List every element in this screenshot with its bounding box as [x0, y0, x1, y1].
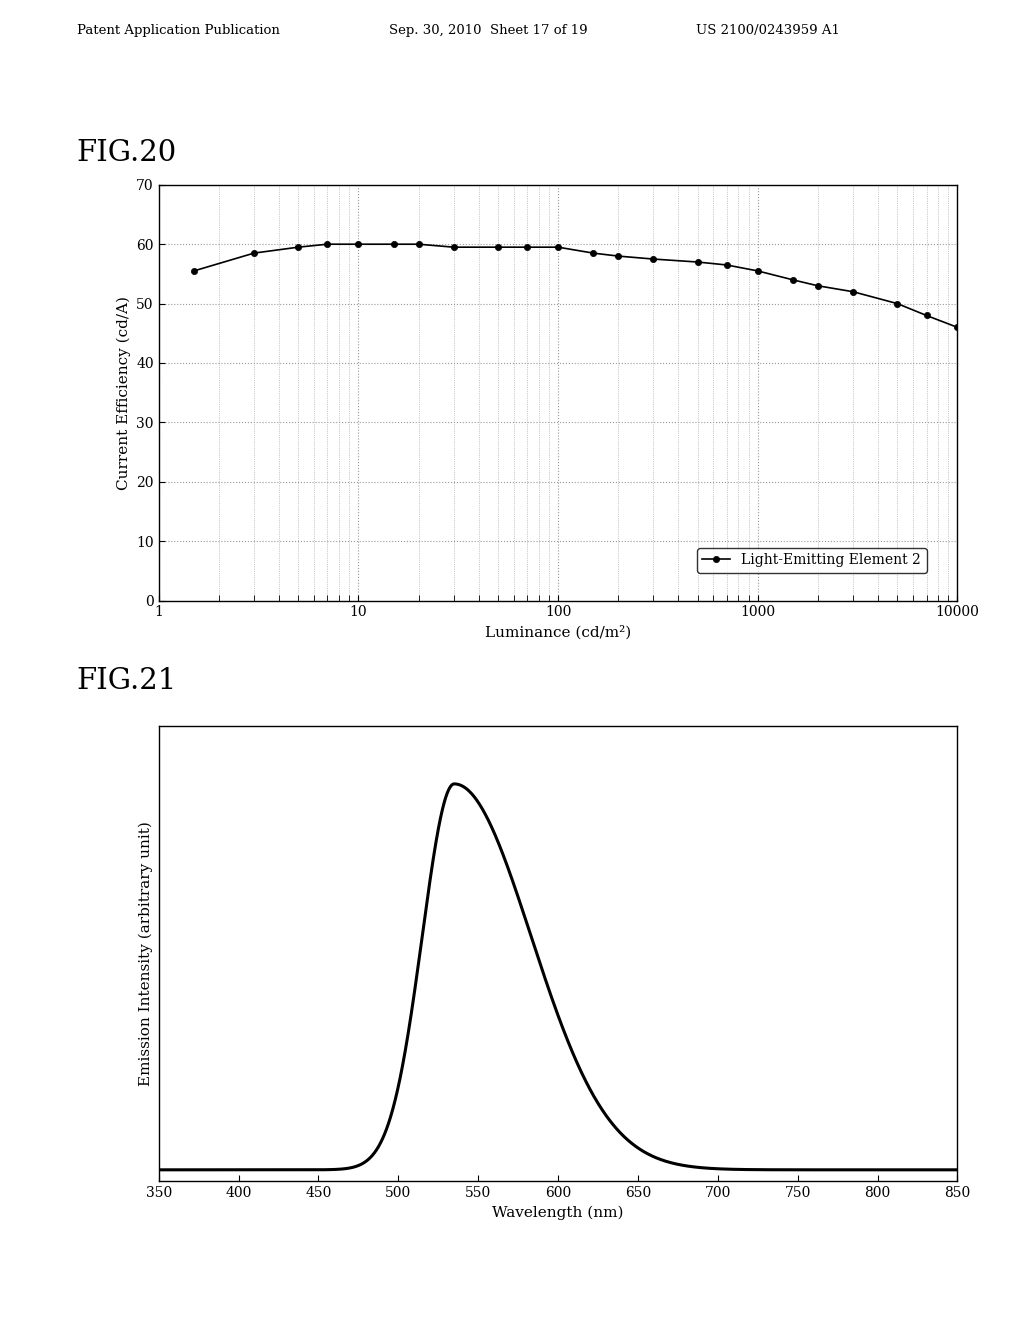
Text: Sep. 30, 2010  Sheet 17 of 19: Sep. 30, 2010 Sheet 17 of 19: [389, 24, 588, 37]
Text: Patent Application Publication: Patent Application Publication: [77, 24, 280, 37]
Text: US 2100/0243959 A1: US 2100/0243959 A1: [696, 24, 841, 37]
Legend: Light-Emitting Element 2: Light-Emitting Element 2: [696, 548, 927, 573]
Text: FIG.20: FIG.20: [77, 139, 177, 166]
X-axis label: Luminance (cd/m²): Luminance (cd/m²): [485, 624, 631, 639]
X-axis label: Wavelength (nm): Wavelength (nm): [493, 1205, 624, 1220]
Y-axis label: Current Efficiency (cd/A): Current Efficiency (cd/A): [117, 296, 131, 490]
Text: FIG.21: FIG.21: [77, 667, 177, 694]
Y-axis label: Emission Intensity (arbitrary unit): Emission Intensity (arbitrary unit): [139, 821, 154, 1086]
